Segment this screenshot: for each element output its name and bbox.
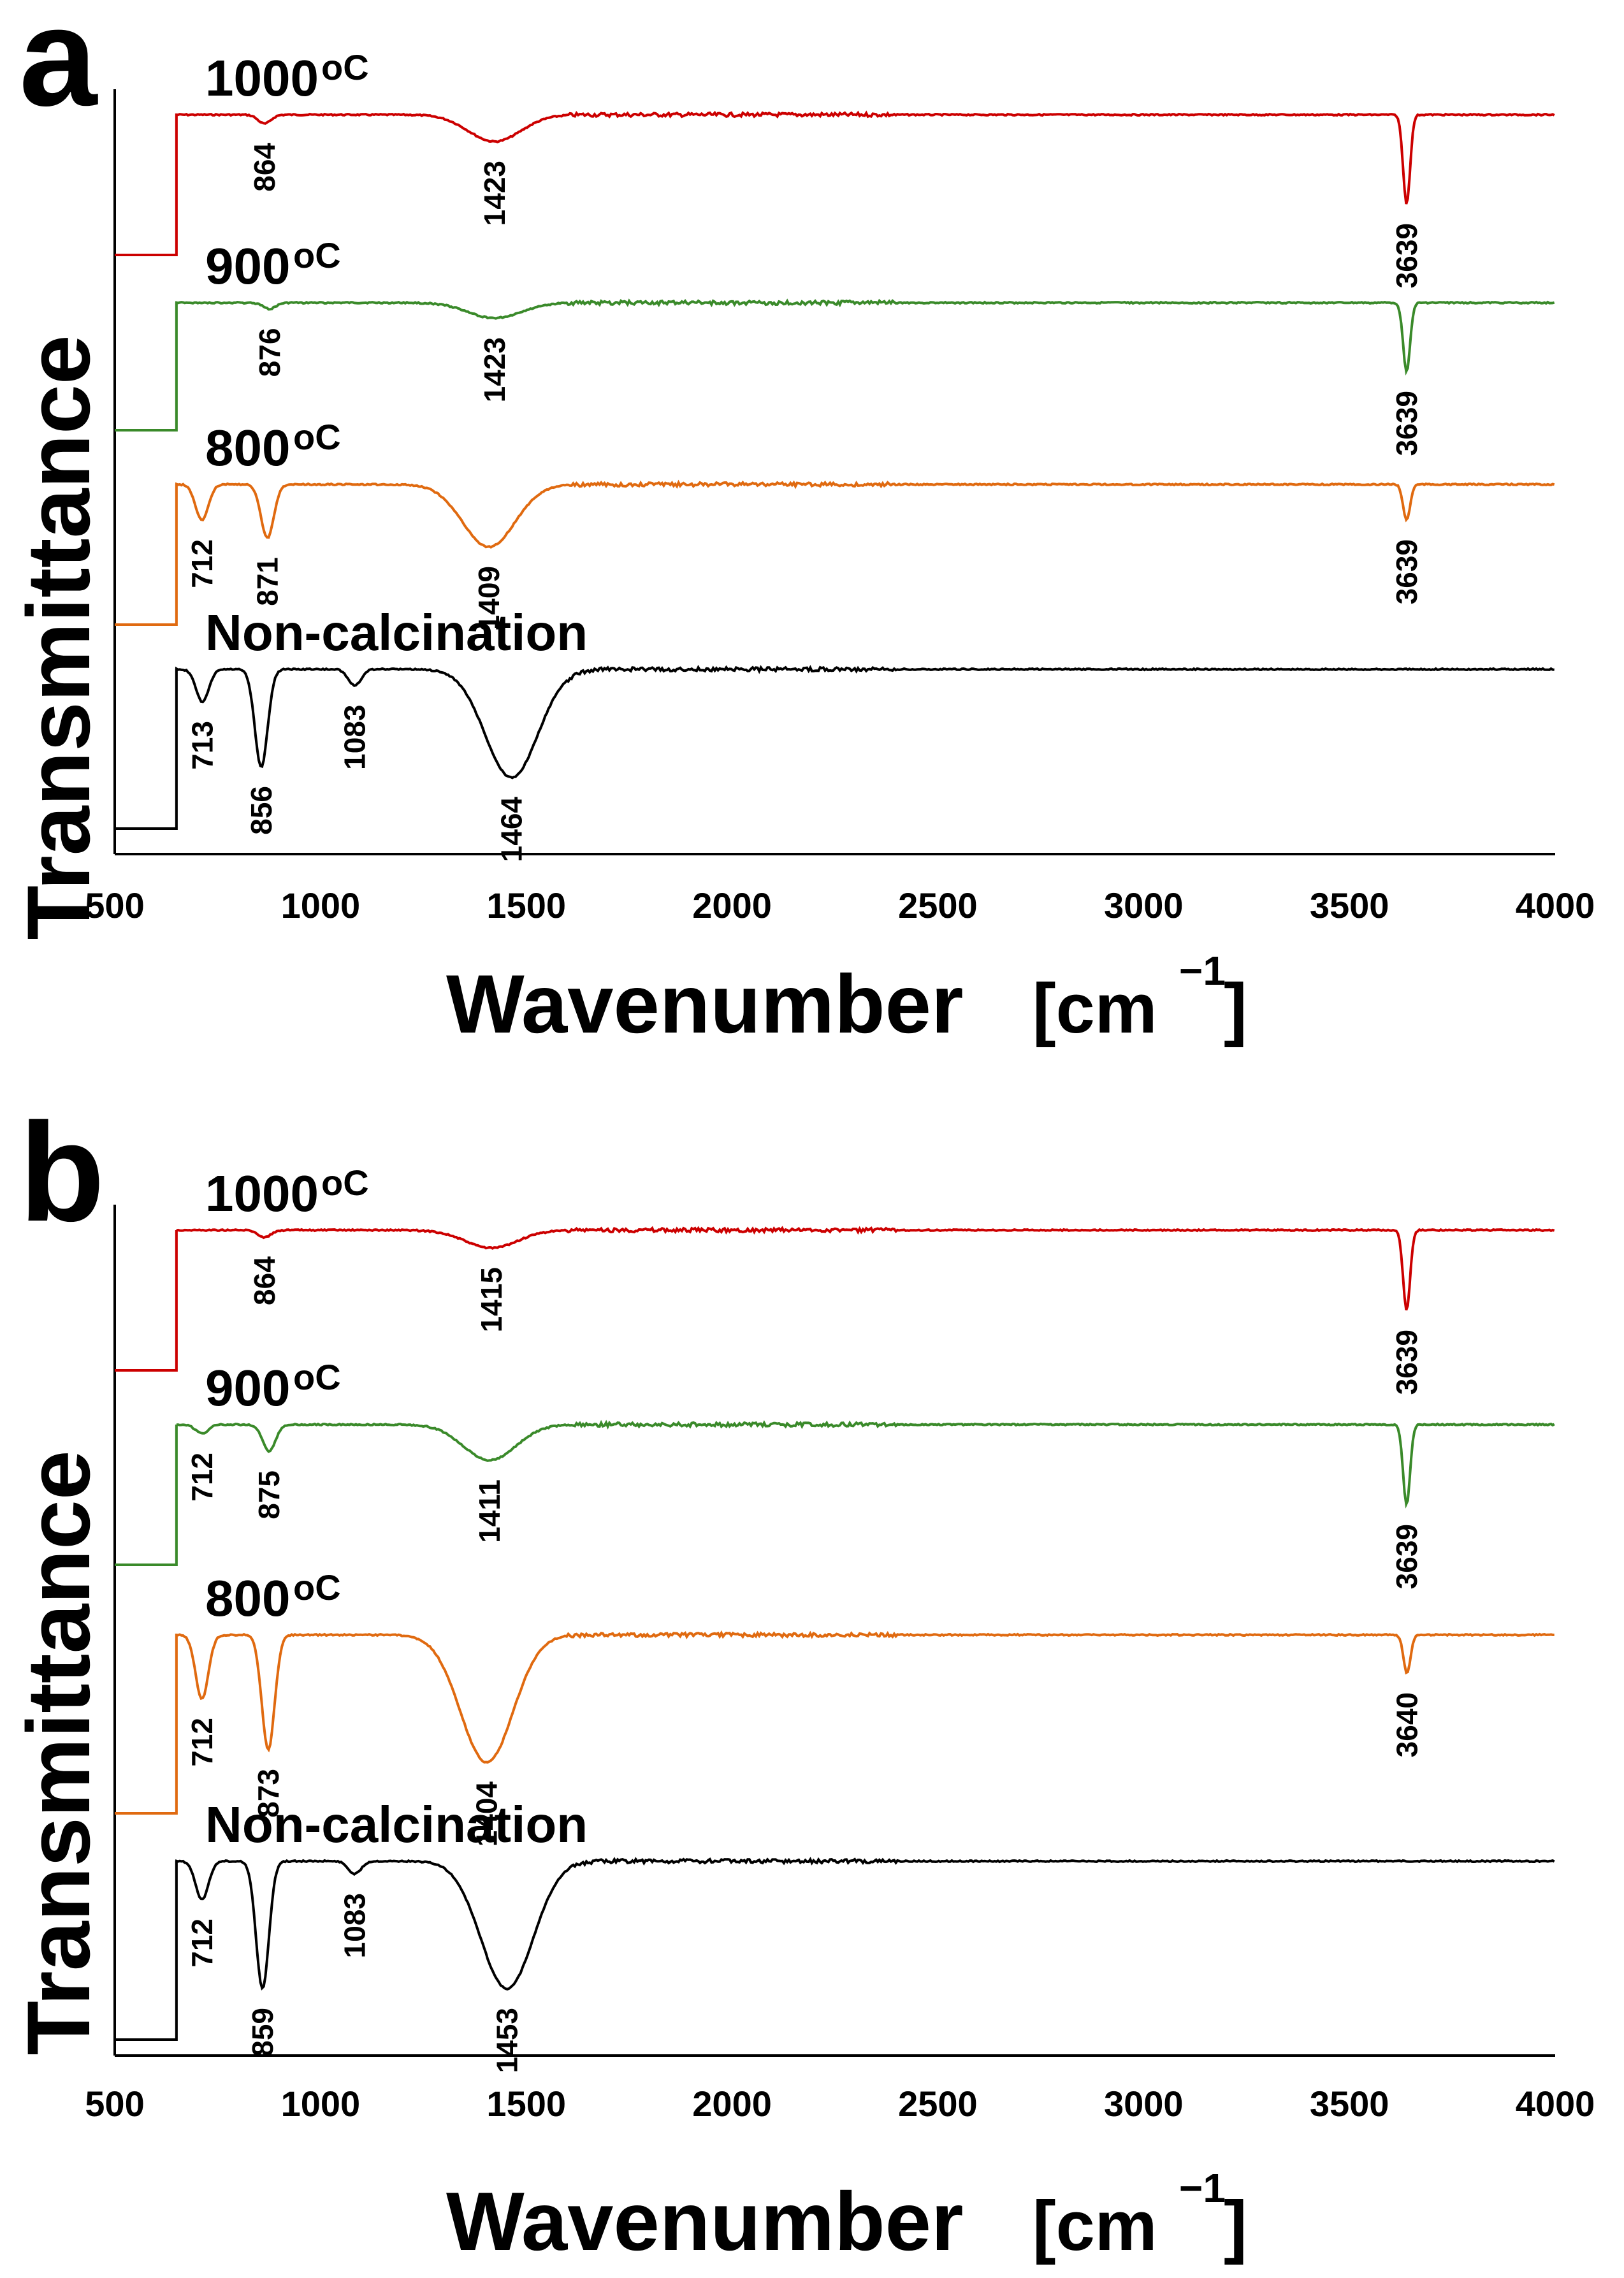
panel-letter-a: a bbox=[19, 0, 98, 135]
series-label: 900 bbox=[205, 238, 290, 294]
peak-label: 3639 bbox=[1390, 1330, 1423, 1395]
series-label: 900 bbox=[205, 1360, 290, 1416]
panel-b: b Transmittance Wavenumber [cm −1 ] 500 1… bbox=[8, 1094, 1595, 2268]
x-axis-unit-close-b: ] bbox=[1224, 2187, 1247, 2265]
peak-label: 1083 bbox=[338, 1893, 371, 1958]
x-axis-unit-sup-a: −1 bbox=[1179, 948, 1226, 994]
x-tick-label: 2500 bbox=[898, 2084, 978, 2124]
peak-label: 1404 bbox=[470, 1781, 504, 1847]
x-axis-unit-close-a: ] bbox=[1224, 969, 1247, 1048]
series-line-900 bbox=[115, 298, 1555, 432]
x-tick-label: 1000 bbox=[281, 885, 361, 925]
panel-a: a Transmittance Wavenumber [cm −1 ] 500 1… bbox=[8, 0, 1595, 1050]
series-line-1000 bbox=[115, 1226, 1555, 1372]
x-tick-label: 1500 bbox=[486, 2084, 566, 2124]
peak-label: 3639 bbox=[1390, 539, 1423, 604]
peak-label: 876 bbox=[253, 328, 286, 377]
peak-label: 713 bbox=[186, 721, 219, 770]
peak-label: 3639 bbox=[1390, 1524, 1423, 1589]
series-label-unit: oC bbox=[293, 417, 341, 457]
x-tick-label: 2000 bbox=[692, 885, 772, 925]
peak-label: 712 bbox=[185, 1718, 219, 1767]
peak-label: 864 bbox=[248, 143, 281, 192]
x-tick-label: 2000 bbox=[692, 2084, 772, 2124]
series-label: Non-calcination bbox=[205, 1796, 588, 1853]
peak-label: 859 bbox=[246, 2008, 279, 2057]
peak-label: 856 bbox=[245, 786, 278, 835]
peak-label: 1415 bbox=[475, 1267, 508, 1332]
x-axis-unit-sup-b: −1 bbox=[1179, 2165, 1226, 2211]
x-axis-label-a: Wavenumber bbox=[446, 957, 963, 1050]
series-line-900 bbox=[115, 1419, 1555, 1566]
series-label: Non-calcination bbox=[205, 604, 588, 661]
series-label-unit: oC bbox=[293, 1567, 341, 1607]
series-label: 800 bbox=[205, 1570, 290, 1627]
x-axis-label-b: Wavenumber bbox=[446, 2175, 963, 2268]
y-axis-label-b: Transmittance bbox=[8, 1450, 108, 2055]
peak-label: 712 bbox=[185, 1919, 219, 1968]
series-line-non-calcination bbox=[115, 1857, 1555, 2041]
x-tick-label: 1500 bbox=[486, 885, 566, 925]
x-axis-title-b: Wavenumber [cm −1 ] bbox=[446, 2165, 1247, 2268]
x-tick-label: 1000 bbox=[281, 2084, 361, 2124]
peak-label: 3639 bbox=[1390, 223, 1423, 288]
peak-label: 1423 bbox=[478, 337, 511, 402]
x-tick-label: 3000 bbox=[1104, 2084, 1184, 2124]
peak-label: 1411 bbox=[473, 1479, 506, 1543]
peak-label: 712 bbox=[185, 1453, 219, 1502]
series-label-unit: oC bbox=[321, 47, 369, 87]
peak-label: 1464 bbox=[495, 797, 528, 862]
peak-label: 871 bbox=[251, 557, 284, 606]
peak-label: 875 bbox=[252, 1470, 286, 1520]
peak-label: 712 bbox=[185, 539, 219, 588]
series-line-800 bbox=[115, 479, 1555, 626]
peak-label: 3639 bbox=[1390, 391, 1423, 456]
peak-label: 1453 bbox=[490, 2008, 523, 2073]
peak-label: 864 bbox=[248, 1256, 281, 1305]
series-line-non-calcination bbox=[115, 665, 1555, 830]
x-axis-unit-a: [cm bbox=[1033, 969, 1157, 1048]
series-label: 1000 bbox=[205, 50, 319, 106]
peak-label: 1423 bbox=[478, 161, 511, 226]
series-line-1000 bbox=[115, 110, 1555, 256]
peak-label: 1409 bbox=[472, 566, 505, 631]
series-label-unit: oC bbox=[293, 235, 341, 275]
x-axis-title-a: Wavenumber [cm −1 ] bbox=[446, 948, 1247, 1050]
series-label: 800 bbox=[205, 419, 290, 476]
peak-label: 3640 bbox=[1391, 1692, 1424, 1757]
x-tick-label: 4000 bbox=[1516, 2084, 1595, 2124]
x-tick-label: 500 bbox=[85, 2084, 144, 2124]
peak-label: 873 bbox=[252, 1769, 285, 1818]
x-tick-label: 500 bbox=[85, 885, 144, 925]
series-label: 1000 bbox=[205, 1165, 319, 1222]
x-tick-label: 4000 bbox=[1516, 885, 1595, 925]
x-axis-unit-b: [cm bbox=[1033, 2187, 1157, 2265]
x-tick-label: 3000 bbox=[1104, 885, 1184, 925]
series-label-unit: oC bbox=[293, 1357, 341, 1397]
series-label-unit: oC bbox=[321, 1163, 369, 1203]
x-tick-label: 3500 bbox=[1310, 2084, 1389, 2124]
y-axis-label-a: Transmittance bbox=[8, 335, 108, 939]
peak-label: 1083 bbox=[338, 705, 371, 770]
x-tick-label: 2500 bbox=[898, 885, 978, 925]
series-line-800 bbox=[115, 1630, 1555, 1815]
x-tick-label: 3500 bbox=[1310, 885, 1389, 925]
panel-letter-b: b bbox=[19, 1094, 105, 1251]
